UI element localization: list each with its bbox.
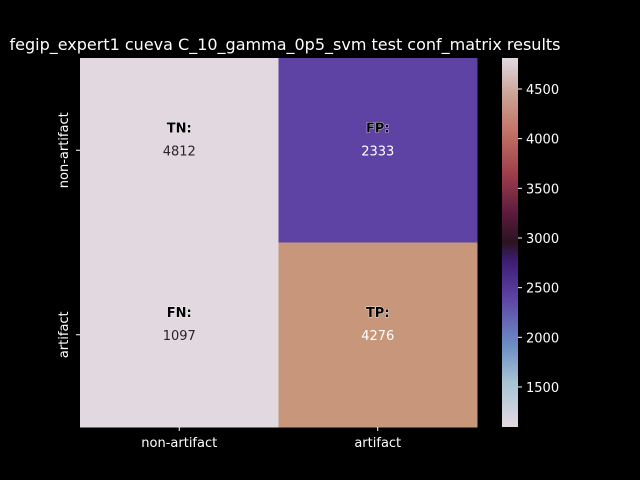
colorbar: 1500 2000 2500 3000 3500 4000 4500 (502, 58, 559, 427)
colorbar-tick-label: 1500 (526, 381, 559, 396)
y-tick-label: non-artifact (57, 112, 72, 188)
cell-tag-label: FP: (366, 121, 390, 136)
chart-title: fegip_expert1 cueva C_10_gamma_0p5_svm t… (10, 35, 561, 55)
colorbar-tick-label: 4000 (526, 133, 559, 148)
colorbar-tick-label: 2500 (526, 282, 559, 297)
heatmap-cells: TN: 4812 FP: 2333 FN: 1097 TP: 4276 (80, 58, 478, 428)
heatmap-cell (278, 58, 478, 243)
x-tick-label: non-artifact (141, 436, 217, 451)
cell-value-label: 4812 (163, 144, 196, 159)
cell-tag-label: TN: (167, 121, 192, 136)
heatmap-axes: non-artifact artifact non-artifact artifact (57, 112, 401, 451)
x-tick-label: artifact (354, 436, 401, 451)
cell-tag-label: TP: (366, 306, 390, 321)
colorbar-gradient (502, 58, 518, 427)
heatmap-cell (278, 242, 478, 428)
colorbar-tick-label: 3500 (526, 182, 559, 197)
cell-value-label: 2333 (361, 144, 394, 159)
cell-value-label: 1097 (163, 329, 196, 344)
y-tick-label: artifact (57, 311, 72, 358)
cell-value-label: 4276 (361, 329, 394, 344)
heatmap-cell (80, 242, 279, 428)
cell-tag-label: FN: (167, 306, 192, 321)
colorbar-tick-label: 4500 (526, 83, 559, 98)
heatmap-cell (80, 58, 279, 243)
colorbar-tick-label: 3000 (526, 232, 559, 247)
colorbar-tick-label: 2000 (526, 331, 559, 346)
